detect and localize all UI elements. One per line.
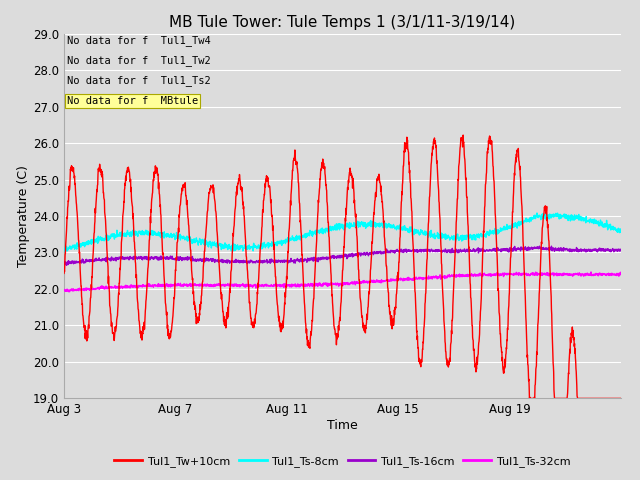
- Title: MB Tule Tower: Tule Temps 1 (3/1/11-3/19/14): MB Tule Tower: Tule Temps 1 (3/1/11-3/19…: [169, 15, 516, 30]
- Y-axis label: Temperature (C): Temperature (C): [17, 165, 30, 267]
- Text: No data for f  MBtule: No data for f MBtule: [67, 96, 198, 106]
- X-axis label: Time: Time: [327, 419, 358, 432]
- Text: No data for f  Tul1_Ts2: No data for f Tul1_Ts2: [67, 75, 211, 86]
- Legend: Tul1_Tw+10cm, Tul1_Ts-8cm, Tul1_Ts-16cm, Tul1_Ts-32cm: Tul1_Tw+10cm, Tul1_Ts-8cm, Tul1_Ts-16cm,…: [110, 451, 575, 471]
- Text: No data for f  Tul1_Tw4: No data for f Tul1_Tw4: [67, 36, 211, 47]
- Text: No data for f  Tul1_Tw2: No data for f Tul1_Tw2: [67, 56, 211, 66]
